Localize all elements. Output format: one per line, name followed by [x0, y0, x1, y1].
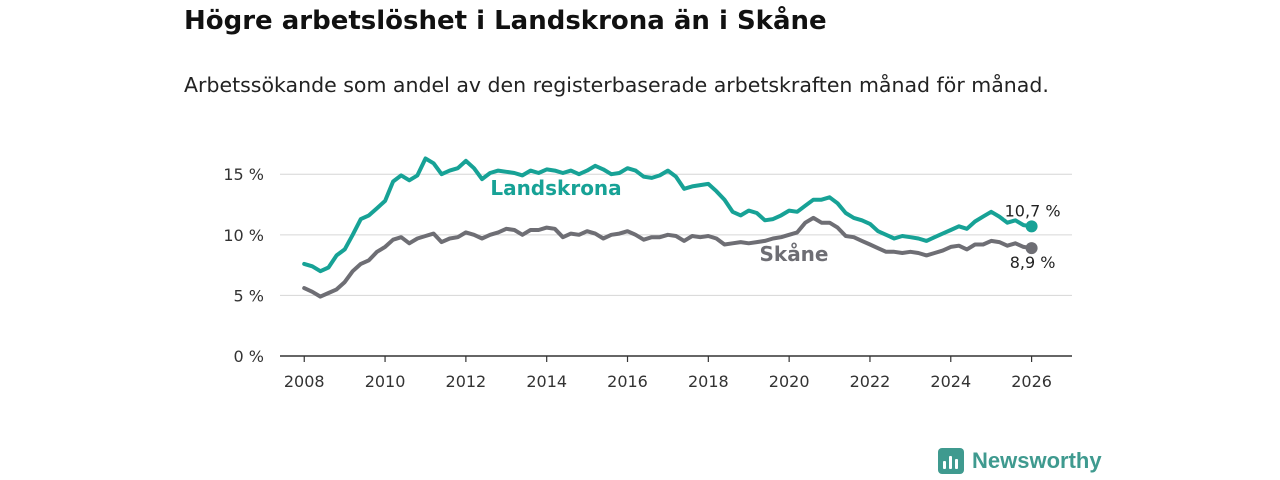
- newsworthy-logo[interactable]: Newsworthy: [938, 448, 1102, 474]
- series-lines: [302, 156, 1038, 299]
- x-tick-label: 2012: [446, 372, 487, 391]
- axes: 0 % 5 % 10 % 15 % 2008 2010 2012 2014 2016 2018 20…: [223, 165, 1072, 391]
- series-labels: Landskrona Skåne 10,7 % 8,9 %: [488, 174, 1063, 275]
- series-end-point: [1025, 220, 1038, 233]
- x-tick-label: 2016: [607, 372, 648, 391]
- series-label-landskrona: Landskrona: [490, 176, 621, 200]
- x-tick-label: 2026: [1011, 372, 1052, 391]
- x-tick-label: 2008: [284, 372, 325, 391]
- y-tick-label: 15 %: [223, 165, 264, 184]
- series-line-skne: [302, 215, 1034, 299]
- x-tick-label: 2020: [769, 372, 810, 391]
- series-end-point: [1025, 242, 1038, 255]
- bar-chart-icon: [938, 448, 964, 474]
- series-line-landskrona: [302, 156, 1034, 274]
- end-value-label-landskrona: 10,7 %: [1005, 201, 1061, 220]
- x-tick-label: 2024: [930, 372, 971, 391]
- x-tick-label: 2010: [365, 372, 406, 391]
- y-tick-label: 0 %: [234, 347, 264, 366]
- logo-text: Newsworthy: [972, 448, 1102, 473]
- series-label-skane: Skåne: [759, 242, 828, 266]
- x-tick-label: 2022: [850, 372, 891, 391]
- y-tick-label: 10 %: [223, 226, 264, 245]
- x-tick-label: 2014: [526, 372, 567, 391]
- y-tick-label: 5 %: [234, 286, 264, 305]
- x-tick-label: 2018: [688, 372, 729, 391]
- end-value-label-skane: 8,9 %: [1010, 253, 1056, 272]
- chart-subtitle: Arbetssökande som andel av den registerb…: [184, 73, 1049, 97]
- chart-title: Högre arbetslöshet i Landskrona än i Skå…: [184, 6, 827, 36]
